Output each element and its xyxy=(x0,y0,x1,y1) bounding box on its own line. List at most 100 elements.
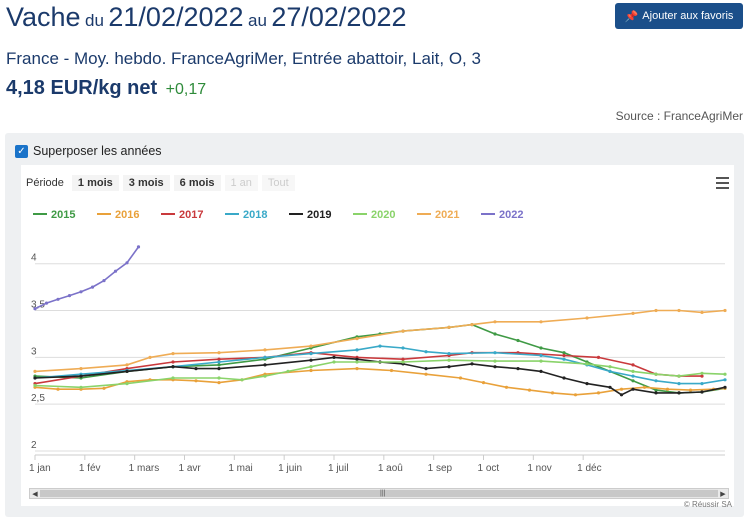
data-point-2016 xyxy=(527,388,532,392)
data-point-2021 xyxy=(700,310,704,314)
data-point-2016 xyxy=(573,393,578,397)
data-point-2018 xyxy=(309,352,313,356)
data-point-2021 xyxy=(677,308,681,313)
data-point-2020 xyxy=(723,372,727,376)
data-point-2017 xyxy=(700,374,704,378)
x-tick-label: 1 sep xyxy=(428,463,453,474)
data-point-2019 xyxy=(355,357,359,361)
data-point-2020 xyxy=(401,360,405,364)
credit-label: © Réussir SA xyxy=(683,500,732,509)
period-selector: Période 1 mois 3 mois 6 mois 1 an Tout xyxy=(26,175,299,191)
data-point-2018 xyxy=(424,350,428,354)
subtitle: France - Moy. hebdo. FranceAgriMer, Entr… xyxy=(6,49,481,68)
data-point-2017 xyxy=(631,363,635,367)
overlay-label: Superposer les années xyxy=(33,144,162,158)
price-change: +0,17 xyxy=(165,81,207,98)
data-point-2022 xyxy=(113,269,118,273)
overlay-checkbox[interactable]: ✓ xyxy=(15,144,28,158)
legend-item: 2019 xyxy=(307,209,331,221)
data-point-2018 xyxy=(631,374,635,378)
period-1-year-button[interactable]: 1 an xyxy=(224,175,258,191)
data-point-2019 xyxy=(171,365,175,369)
data-point-2020 xyxy=(493,359,497,363)
data-point-2020 xyxy=(79,385,83,389)
data-point-2021 xyxy=(217,351,221,355)
data-point-2019 xyxy=(654,391,658,395)
data-point-2018 xyxy=(378,344,382,348)
data-point-2019 xyxy=(263,363,267,367)
data-point-2019 xyxy=(194,367,198,371)
data-point-2020 xyxy=(539,359,543,363)
y-tick-label: 4 xyxy=(31,253,37,264)
data-point-2022 xyxy=(125,261,129,265)
legend-item: 2021 xyxy=(435,209,459,221)
legend-item: 2020 xyxy=(371,209,395,221)
data-point-2019 xyxy=(677,391,681,395)
series-line-2017 xyxy=(34,351,702,385)
data-point-2022 xyxy=(67,294,72,298)
data-point-2018 xyxy=(493,351,497,355)
add-favorite-button[interactable]: 📌 Ajouter aux favoris xyxy=(615,3,743,29)
data-point-2020 xyxy=(700,371,704,375)
data-point-2019 xyxy=(516,367,520,371)
data-point-2019 xyxy=(125,369,129,373)
series-line-2022 xyxy=(34,246,140,310)
du-word: du xyxy=(85,11,104,30)
price-value: 4,18 EUR/kg net xyxy=(6,77,158,99)
legend-item: 2017 xyxy=(179,209,203,221)
period-all-button[interactable]: Tout xyxy=(261,175,295,191)
scroll-left-arrow-icon[interactable]: ◀ xyxy=(30,489,40,498)
menu-icon[interactable] xyxy=(716,177,729,192)
legend-item: 2015 xyxy=(51,209,75,221)
data-point-2021 xyxy=(631,311,635,315)
data-point-2021 xyxy=(148,355,152,359)
scroll-thumb[interactable]: ||| xyxy=(40,490,718,497)
data-point-2021 xyxy=(309,344,313,348)
horizontal-scrollbar[interactable]: ◀ ||| ▶ xyxy=(29,488,729,499)
period-1-month-button[interactable]: 1 mois xyxy=(71,175,119,191)
data-point-2020 xyxy=(125,382,129,386)
data-point-2022 xyxy=(90,285,95,289)
x-tick-label: 1 avr xyxy=(179,463,202,474)
scroll-right-arrow-icon[interactable]: ▶ xyxy=(718,489,728,498)
data-point-2018 xyxy=(562,357,566,361)
data-point-2015 xyxy=(516,338,520,343)
data-point-2018 xyxy=(608,369,612,373)
pin-icon: 📌 xyxy=(624,10,639,23)
data-point-2016 xyxy=(504,385,509,389)
au-word: au xyxy=(247,11,267,30)
data-point-2018 xyxy=(263,355,267,359)
data-point-2015 xyxy=(493,332,497,336)
data-point-2019 xyxy=(539,369,543,373)
data-point-2017 xyxy=(562,353,566,358)
period-3-months-button[interactable]: 3 mois xyxy=(122,175,170,191)
period-6-months-button[interactable]: 6 mois xyxy=(173,175,221,191)
data-point-2019 xyxy=(562,376,566,380)
data-point-2022 xyxy=(33,307,37,311)
data-point-2016 xyxy=(458,376,463,380)
x-tick-label: 1 fév xyxy=(79,463,101,474)
data-point-2022 xyxy=(136,245,141,249)
date-from: 21/02/2022 xyxy=(108,2,244,32)
data-point-2021 xyxy=(33,369,37,373)
data-point-2017 xyxy=(171,360,175,364)
data-point-2020 xyxy=(355,360,359,364)
scroll-grip-icon: ||| xyxy=(380,490,386,497)
data-point-2019 xyxy=(332,355,336,359)
series-line-2021 xyxy=(34,309,726,373)
data-point-2021 xyxy=(401,329,405,333)
data-point-2022 xyxy=(56,297,60,301)
data-point-2018 xyxy=(723,378,727,382)
data-point-2020 xyxy=(631,369,635,373)
data-point-2015 xyxy=(654,388,658,392)
add-favorite-label: Ajouter aux favoris xyxy=(642,10,734,22)
data-point-2022 xyxy=(102,279,106,283)
overlay-years-toggle[interactable]: ✓ Superposer les années xyxy=(15,144,162,158)
data-point-2016 xyxy=(194,379,198,383)
data-point-2021 xyxy=(171,352,175,356)
date-to: 27/02/2022 xyxy=(271,2,407,32)
data-point-2019 xyxy=(723,385,727,389)
x-tick-label: 1 mai xyxy=(228,463,252,474)
data-point-2016 xyxy=(619,387,624,391)
data-point-2020 xyxy=(309,365,313,369)
